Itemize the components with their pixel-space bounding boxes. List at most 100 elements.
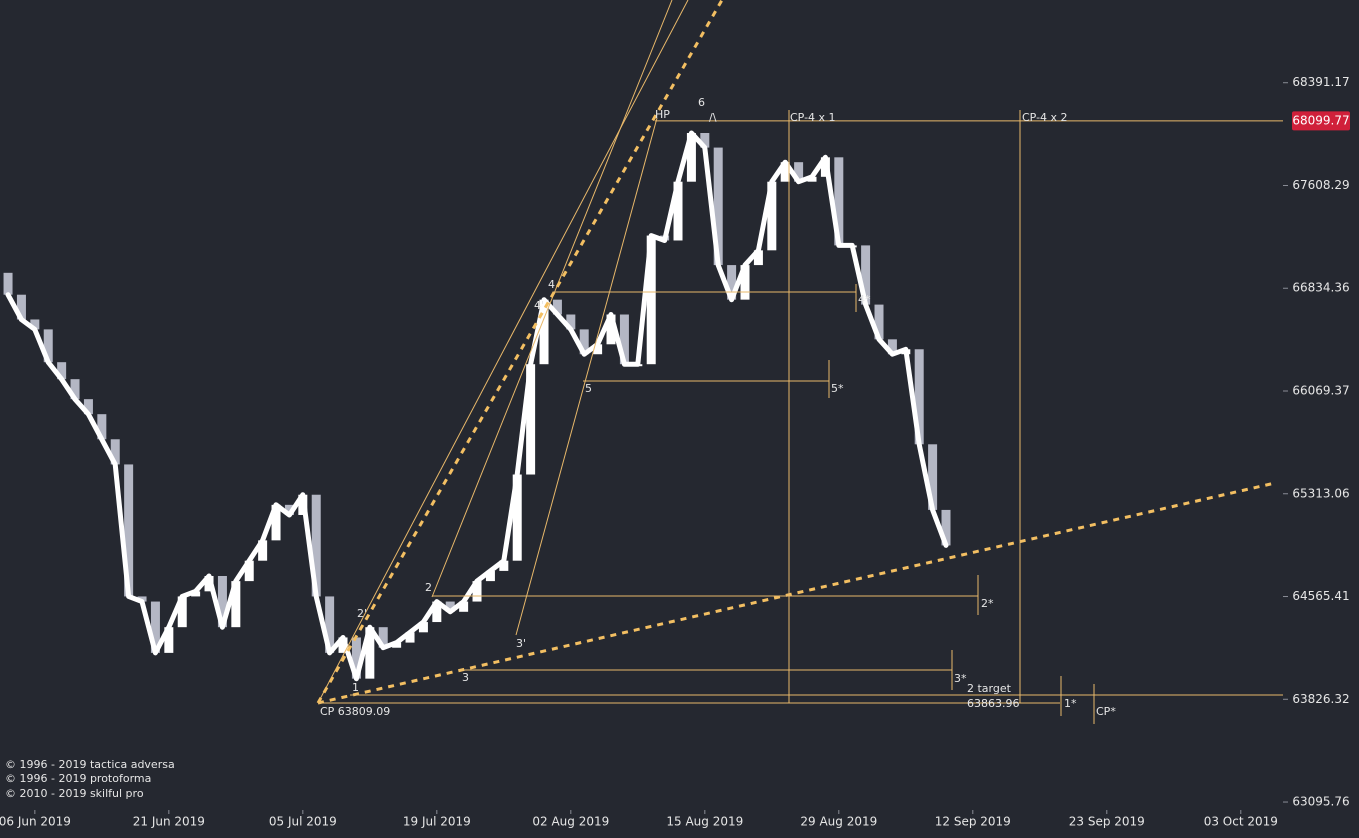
candle: [244, 560, 254, 582]
annotation: 6: [698, 96, 705, 109]
candle: [834, 157, 844, 246]
x-tick-label: 02 Aug 2019: [532, 815, 609, 829]
candle: [593, 344, 603, 355]
candle: [727, 265, 737, 300]
candle: [445, 601, 455, 612]
candle: [472, 581, 482, 602]
candle: [646, 235, 656, 365]
annotation: CP-4 x 1: [790, 111, 836, 124]
candle: [150, 601, 160, 653]
price-badge: [1292, 111, 1350, 131]
candle: [231, 581, 241, 628]
candle: [780, 162, 790, 182]
annotation: CP-4 x 2: [1022, 111, 1068, 124]
annotation: 63863.96: [967, 697, 1020, 710]
annotation: 4*: [858, 293, 871, 306]
candle: [405, 632, 415, 643]
candle: [552, 299, 562, 315]
candle: [928, 444, 938, 510]
copyright: © 2010 - 2019 skilful pro: [5, 787, 144, 800]
candle: [673, 181, 683, 241]
x-tick-label: 19 Jul 2019: [403, 815, 471, 829]
x-tick-label: 21 Jun 2019: [133, 815, 205, 829]
trend-line: [316, 0, 724, 704]
copyright: © 1996 - 2019 protoforma: [5, 772, 151, 785]
candle: [579, 329, 589, 355]
candle: [97, 414, 107, 440]
candle: [887, 339, 897, 355]
candle: [83, 399, 93, 415]
candle: [258, 540, 268, 561]
y-tick-label: 66069.37: [1292, 383, 1349, 397]
x-tick-label: 03 Oct 2019: [1204, 815, 1278, 829]
axes: 63095.76 63826.32 64565.41 65313.06 66069.37…: [0, 75, 1350, 829]
annotation: 5: [585, 382, 592, 395]
annotation: 2': [357, 607, 367, 620]
x-tick-label: 15 Aug 2019: [666, 815, 743, 829]
candle: [700, 133, 710, 148]
x-tick-label: 23 Sep 2019: [1069, 815, 1145, 829]
candle: [217, 576, 227, 628]
candle: [794, 162, 804, 182]
annotation: /\: [709, 111, 717, 124]
candle: [3, 272, 13, 295]
candle: [753, 250, 763, 266]
candle: [16, 294, 26, 320]
candle: [271, 504, 281, 541]
candle: [619, 314, 629, 365]
candle: [164, 627, 174, 653]
y-tick-label: 64565.41: [1292, 589, 1349, 603]
candle: [70, 379, 80, 400]
candle: [566, 314, 576, 330]
annotation: 5*: [831, 382, 844, 395]
candle: [526, 364, 536, 475]
annotation: CP 63809.09: [320, 705, 390, 718]
fan-line: [431, 0, 673, 598]
annotation: CP*: [1096, 705, 1116, 718]
copyright: © 1996 - 2019 tactica adversa: [5, 758, 175, 771]
candle: [378, 627, 388, 648]
x-tick-label: 05 Jul 2019: [269, 815, 337, 829]
x-tick-label: 06 Jun 2019: [0, 815, 71, 829]
candle: [686, 133, 696, 182]
candle: [485, 570, 495, 582]
candle: [499, 560, 509, 571]
y-tick-label: 65313.06: [1292, 486, 1349, 500]
annotation: 3: [462, 671, 469, 684]
annotation: 3': [516, 637, 526, 650]
y-tick-label: 68391.17: [1292, 75, 1349, 89]
candle: [325, 596, 335, 653]
close-line: [5, 130, 949, 682]
trend-line: [317, 481, 1276, 705]
annotation: 3*: [954, 672, 967, 685]
candle: [43, 329, 53, 363]
annotations: HP 6 /\ CP-4 x 1 CP-4 x 2 4 4' 4* 5 5* 2…: [5, 96, 1116, 800]
plot-area: [3, 120, 1283, 682]
candle: [57, 362, 67, 380]
candle: [30, 319, 40, 330]
candle: [418, 622, 428, 633]
annotation: 2*: [981, 597, 994, 610]
candle: [512, 474, 522, 561]
candle: [351, 637, 361, 679]
candle: [914, 349, 924, 445]
fan-line: [317, 0, 689, 704]
y-tick-label: 66834.36: [1292, 281, 1349, 295]
y-tick-label: 67608.29: [1292, 178, 1349, 192]
candle: [110, 439, 120, 465]
candle: [861, 245, 871, 305]
fan-line: [515, 117, 658, 636]
x-tick-label: 12 Sep 2019: [935, 815, 1011, 829]
annotation: 1*: [1064, 697, 1077, 710]
annotation: 4': [534, 299, 544, 312]
candle: [124, 464, 134, 597]
candle: [539, 299, 549, 365]
annotation: HP: [655, 108, 670, 121]
candle: [432, 601, 442, 623]
y-tick-label: 63095.76: [1292, 795, 1349, 809]
x-tick-label: 29 Aug 2019: [800, 815, 877, 829]
y-tick-label: 63826.32: [1292, 692, 1349, 706]
candle: [874, 304, 884, 340]
